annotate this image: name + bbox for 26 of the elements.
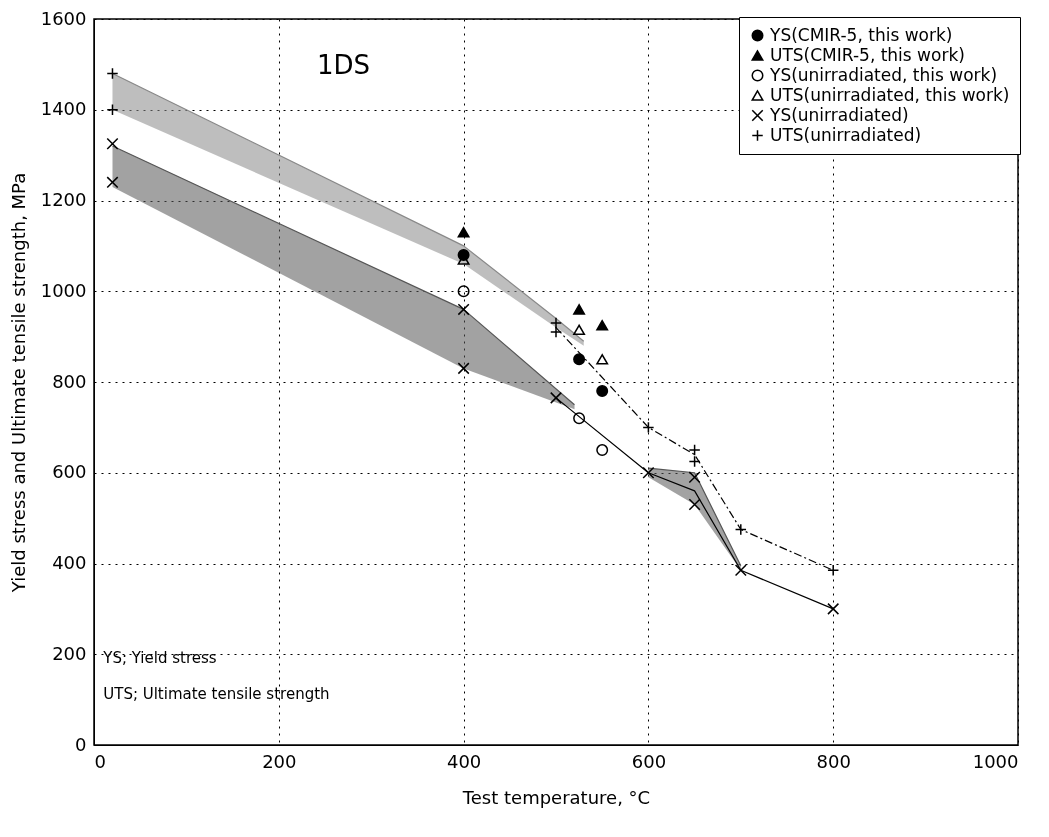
y-tick-label: 800 (52, 370, 87, 392)
annotation: YS; Yield stress (102, 648, 217, 667)
x-tick-label: 0 (94, 750, 106, 772)
legend-label: YS(unirradiated, this work) (769, 64, 998, 85)
x-tick-label: 800 (816, 750, 851, 772)
y-tick-label: 400 (52, 552, 87, 573)
legend-label: UTS(unirradiated, this work) (770, 84, 1010, 105)
x-tick-label: 600 (631, 750, 667, 772)
y-tick-label: 200 (52, 642, 87, 664)
x-axis-title: Test temperature, °C (461, 786, 651, 808)
y-tick-label: 1000 (40, 279, 87, 301)
y-tick-label: 0 (75, 733, 87, 755)
y-tick-label: 600 (52, 461, 87, 483)
y-tick-label: 1600 (40, 7, 87, 29)
x-tick-label: 400 (446, 750, 482, 772)
legend-label: YS(unirradiated) (769, 104, 909, 125)
legend-label: UTS(unirradiated) (770, 124, 922, 145)
annotation: UTS; Ultimate tensile strength (103, 685, 330, 704)
y-tick-label: 1200 (40, 189, 87, 210)
y-tick-label: 1400 (40, 98, 87, 120)
legend-label: YS(CMIR-5, this work) (769, 24, 953, 45)
annotation: 1DS (316, 50, 371, 81)
x-tick-label: 1000 (972, 750, 1019, 772)
legend-label: UTS(CMIR-5, this work) (770, 44, 965, 65)
x-tick-label: 200 (262, 750, 297, 772)
y-axis-title: Yield stress and Ultimate tensile strength, MPa (7, 172, 29, 594)
